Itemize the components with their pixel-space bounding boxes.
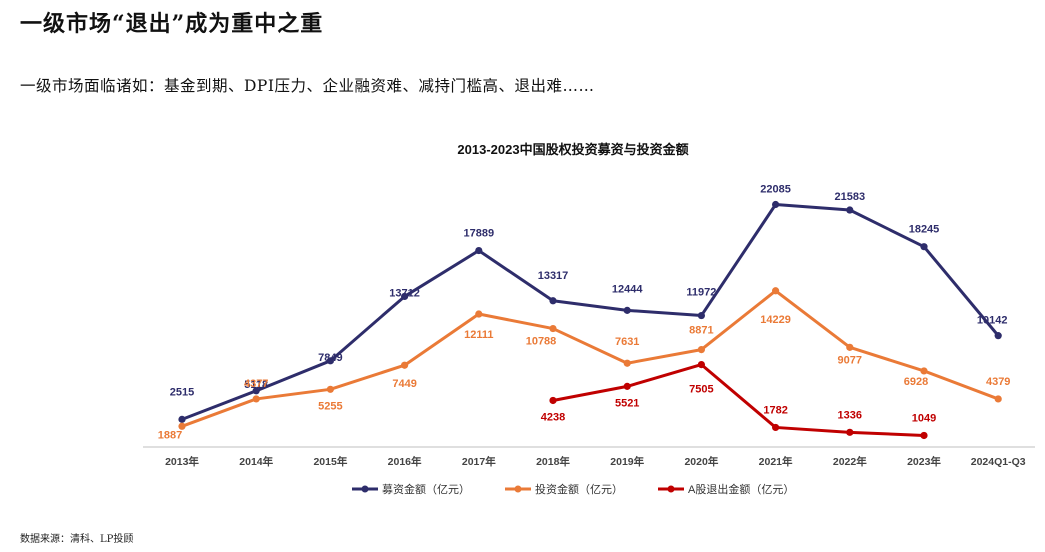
data-label-3: 4238 — [541, 411, 565, 423]
data-point-3 — [772, 423, 780, 432]
page-subtitle: 一级市场面临诸如：基金到期、DPI压力、企业融资难、减持门槛高、退出难…… — [20, 77, 595, 95]
data-label-2: 1887 — [158, 429, 182, 441]
data-point-2 — [326, 385, 334, 393]
data-label-2: 10788 — [526, 336, 557, 348]
x-tick-label: 2024Q1-Q3 — [971, 456, 1026, 468]
x-tick-label: 2013年 — [165, 455, 199, 468]
data-point-2 — [623, 359, 631, 367]
x-tick-label: 2021年 — [759, 455, 793, 468]
data-point-1 — [623, 306, 631, 314]
data-label-1: 5118 — [244, 379, 268, 391]
data-label-1: 10142 — [977, 315, 1008, 327]
data-point-3 — [846, 428, 854, 436]
data-point-1 — [252, 387, 260, 395]
data-point-1 — [846, 206, 854, 214]
x-tick-label: 2019年 — [610, 455, 644, 468]
data-point-3 — [623, 382, 631, 390]
chart-title: 2013-2023中国股权投资募资与投资金额 — [457, 142, 688, 157]
data-point-1 — [697, 311, 706, 320]
page-title: 一级市场“退出”成为重中之重 — [20, 11, 324, 37]
data-point-2 — [252, 395, 260, 403]
data-point-3 — [920, 431, 928, 440]
data-point-2 — [178, 422, 186, 430]
data-label-3: 7505 — [689, 384, 713, 396]
series-line-3 — [552, 363, 925, 437]
data-label-2: 5255 — [318, 400, 342, 412]
data-source-note: 数据来源：清科、LP投顾 — [20, 534, 134, 545]
data-point-2 — [697, 346, 706, 354]
data-point-1 — [401, 292, 409, 301]
data-point-3 — [549, 396, 557, 405]
data-point-1 — [475, 246, 483, 255]
data-point-1 — [549, 297, 557, 305]
data-label-1: 18245 — [909, 224, 940, 236]
series-line-2 — [181, 289, 999, 428]
legend-marker-3 — [667, 485, 675, 493]
data-point-2 — [401, 361, 409, 369]
x-tick-label: 2023年 — [907, 455, 941, 468]
data-point-1 — [994, 332, 1002, 340]
data-label-2: 12111 — [464, 329, 493, 341]
x-tick-label: 2018年 — [536, 455, 570, 468]
data-label-1: 12444 — [612, 283, 643, 295]
data-point-2 — [549, 324, 557, 333]
data-label-2: 9077 — [838, 354, 862, 366]
data-label-2: 4377 — [244, 378, 268, 390]
legend-label-3: A股退出金额（亿元） — [688, 482, 794, 496]
series-line-1 — [181, 203, 1000, 421]
data-point-2 — [475, 310, 483, 318]
data-point-1 — [772, 200, 780, 209]
data-label-1: 21583 — [835, 191, 866, 203]
data-label-1: 2515 — [170, 386, 194, 398]
data-label-3: 1049 — [912, 412, 936, 424]
x-tick-label: 2022年 — [833, 455, 867, 468]
data-label-2: 7449 — [392, 378, 416, 390]
x-tick-label: 2017年 — [462, 455, 496, 468]
data-point-1 — [178, 415, 186, 423]
data-label-2: 14229 — [760, 314, 791, 326]
legend-marker-2 — [514, 485, 522, 493]
data-label-1: 17889 — [464, 228, 495, 240]
data-point-1 — [326, 357, 334, 365]
data-label-2: 8871 — [689, 325, 713, 337]
x-tick-label: 2015年 — [313, 455, 347, 468]
data-point-2 — [920, 367, 928, 375]
data-label-2: 6928 — [904, 376, 928, 388]
data-label-1: 13712 — [389, 287, 420, 299]
data-label-1: 22085 — [760, 184, 791, 196]
data-label-1: 7849 — [318, 352, 342, 364]
x-tick-label: 2014年 — [239, 455, 273, 468]
data-point-3 — [697, 360, 706, 369]
x-tick-label: 2016年 — [388, 455, 422, 468]
data-point-1 — [920, 243, 928, 251]
legend-marker-1 — [361, 485, 369, 493]
legend-label-2: 投资金额（亿元） — [535, 482, 623, 496]
data-point-2 — [772, 287, 780, 295]
data-point-2 — [994, 395, 1002, 403]
data-label-2: 4379 — [986, 376, 1010, 388]
data-label-1: 11972 — [686, 287, 716, 299]
data-label-2: 7631 — [615, 336, 639, 348]
data-label-3: 5521 — [615, 397, 639, 409]
data-label-3: 1782 — [763, 404, 787, 416]
data-point-2 — [846, 343, 854, 351]
legend-label-1: 募资金额（亿元） — [382, 482, 470, 496]
data-label-1: 13317 — [538, 270, 569, 282]
data-label-3: 1336 — [838, 409, 862, 421]
x-tick-label: 2020年 — [684, 455, 718, 468]
